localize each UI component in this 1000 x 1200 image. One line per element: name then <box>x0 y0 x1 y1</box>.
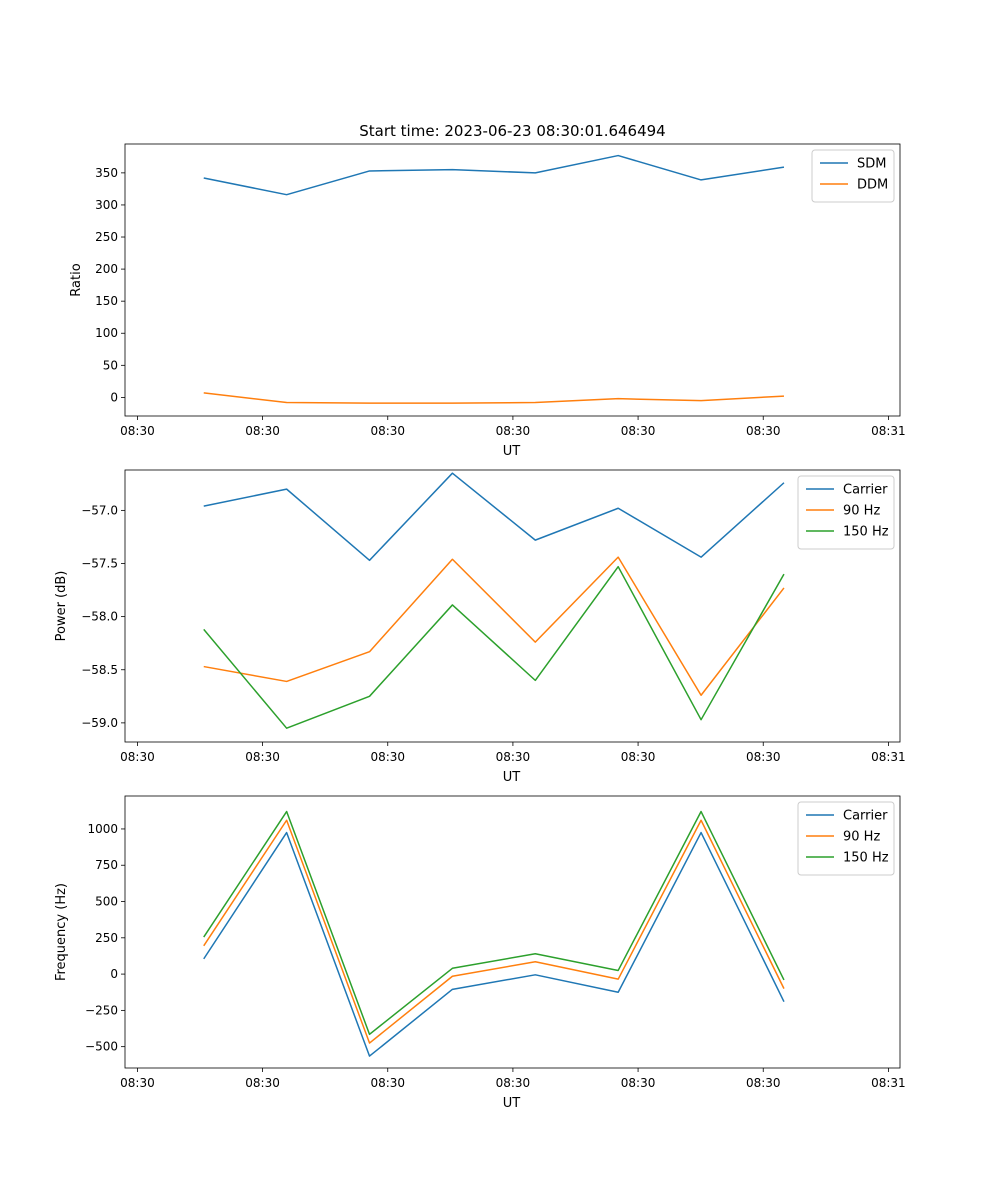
plot-area-frame <box>124 795 901 1069</box>
series-line-90-hz <box>203 819 785 1044</box>
subplot-1: 08:30 08:30 08:30 08:30 08:30 08:30 08:31 0 50 10… <box>69 143 906 459</box>
y-tick-label: 350 <box>95 166 118 180</box>
y-tick-label: −58.5 <box>81 663 118 677</box>
y-tick-label: 0 <box>110 967 118 981</box>
x-tick-label: 08:30 <box>746 750 781 764</box>
legend-label: Carrier <box>843 809 888 824</box>
legend: Carrier 90 Hz 150 Hz <box>797 801 895 876</box>
y-tick-label: −57.0 <box>81 503 118 517</box>
y-tick-label: 200 <box>95 262 118 276</box>
plot-area-frame <box>124 469 901 743</box>
x-tick-label: 08:30 <box>621 424 656 438</box>
subplots: 08:30 08:30 08:30 08:30 08:30 08:30 08:31 0 50 10… <box>54 143 906 1111</box>
x-tick-label: 08:30 <box>370 1076 405 1090</box>
x-tick-label: 08:30 <box>370 424 405 438</box>
x-tick-label: 08:30 <box>245 424 280 438</box>
x-tick-label: 08:30 <box>370 750 405 764</box>
y-axis-label: Frequency (Hz) <box>54 883 69 981</box>
legend-label: 150 Hz <box>843 525 889 540</box>
series-line-ddm <box>203 392 785 404</box>
y-tick-label: 50 <box>103 358 118 372</box>
x-axis-label: UT <box>503 770 521 785</box>
x-tick-label: 08:31 <box>871 424 906 438</box>
y-tick-label: 100 <box>95 326 118 340</box>
x-tick-label: 08:30 <box>621 1076 656 1090</box>
series-line-sdm <box>203 154 785 196</box>
legend-label: 150 Hz <box>843 851 889 866</box>
y-tick-label: −58.0 <box>81 610 118 624</box>
y-tick-label: 300 <box>95 198 118 212</box>
subplot-3: 08:30 08:30 08:30 08:30 08:30 08:30 08:31 −500 −… <box>54 795 906 1111</box>
y-tick-label: 500 <box>95 895 118 909</box>
y-tick-label: 250 <box>95 230 118 244</box>
x-tick-label: 08:30 <box>496 750 531 764</box>
plot-area-frame <box>124 143 901 417</box>
y-tick-label: −250 <box>85 1003 118 1017</box>
legend-label: DDM <box>857 178 888 193</box>
x-tick-label: 08:30 <box>245 750 280 764</box>
y-tick-label: 250 <box>95 931 118 945</box>
series-line-150-hz <box>203 565 785 729</box>
x-tick-label: 08:30 <box>746 424 781 438</box>
x-axis-label: UT <box>503 444 521 459</box>
x-tick-label: 08:30 <box>245 1076 280 1090</box>
legend-label: 90 Hz <box>843 504 880 519</box>
x-tick-label: 08:30 <box>746 1076 781 1090</box>
series-line-carrier <box>203 831 785 1057</box>
y-tick-label: 1000 <box>87 822 118 836</box>
x-tick-label: 08:31 <box>871 750 906 764</box>
x-axis-label: UT <box>503 1096 521 1111</box>
y-tick-label: 150 <box>95 294 118 308</box>
x-tick-label: 08:30 <box>496 424 531 438</box>
y-axis-label: Power (dB) <box>54 571 69 642</box>
legend-label: SDM <box>857 157 886 172</box>
series-line-carrier <box>203 472 785 562</box>
series-line-150-hz <box>203 810 785 1036</box>
x-tick-label: 08:30 <box>120 1076 155 1090</box>
x-tick-label: 08:31 <box>871 1076 906 1090</box>
legend-label: 90 Hz <box>843 830 880 845</box>
y-tick-label: −59.0 <box>81 716 118 730</box>
x-tick-label: 08:30 <box>120 750 155 764</box>
figure-title: Start time: 2023-06-23 08:30:01.646494 <box>359 122 665 140</box>
y-tick-label: −57.5 <box>81 557 118 571</box>
x-tick-label: 08:30 <box>496 1076 531 1090</box>
legend: Carrier 90 Hz 150 Hz <box>797 475 895 550</box>
y-axis-label: Ratio <box>69 263 84 296</box>
x-tick-label: 08:30 <box>621 750 656 764</box>
legend: SDM DDM <box>811 149 895 203</box>
series-line-90-hz <box>203 556 785 696</box>
y-tick-label: 0 <box>110 390 118 404</box>
legend-label: Carrier <box>843 483 888 498</box>
y-tick-label: 750 <box>95 858 118 872</box>
y-tick-label: −500 <box>85 1040 118 1054</box>
x-tick-label: 08:30 <box>120 424 155 438</box>
subplot-2: 08:30 08:30 08:30 08:30 08:30 08:30 08:31 −59.0… <box>54 469 906 785</box>
